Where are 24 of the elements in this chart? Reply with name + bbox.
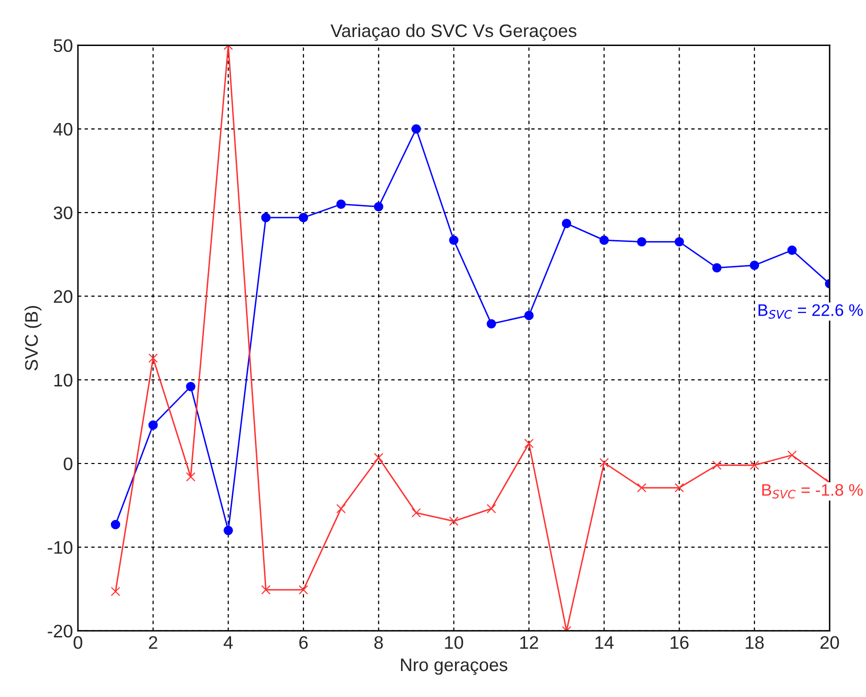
annotation: B$_{SVC}$ = -1.8 % — [762, 484, 863, 499]
x-axis-title: Nro geraçoes — [401, 658, 508, 675]
chart-title: Variaçao do SVC Vs Geraçoes — [330, 24, 576, 41]
y-tick-label: -20 — [48, 624, 72, 638]
x-tick-label: 8 — [374, 636, 383, 649]
x-tick-label: 10 — [445, 636, 464, 649]
x-tick-label: 18 — [746, 636, 764, 649]
x-tick-label: 4 — [224, 636, 233, 649]
y-tick-label: 40 — [53, 122, 72, 136]
y-tick-label: 30 — [54, 206, 72, 220]
x-tick-label: 2 — [148, 636, 158, 649]
y-tick-label: 20 — [54, 290, 72, 303]
y-tick-label: 0 — [64, 457, 72, 470]
y-axis-title: SVC (B) — [24, 306, 42, 370]
x-tick-label: 0 — [74, 636, 82, 649]
y-tick-label: -10 — [48, 541, 72, 554]
annotation: B$_{SVC}$ = 22.6 % — [758, 304, 863, 319]
x-tick-label: 12 — [520, 636, 538, 649]
x-tick-label: 6 — [299, 636, 308, 649]
y-tick-label: 10 — [54, 374, 72, 387]
x-tick-label: 14 — [595, 636, 614, 649]
y-tick-label: 50 — [54, 39, 72, 52]
x-tick-label: 20 — [820, 636, 839, 649]
x-tick-label: 16 — [670, 636, 689, 649]
